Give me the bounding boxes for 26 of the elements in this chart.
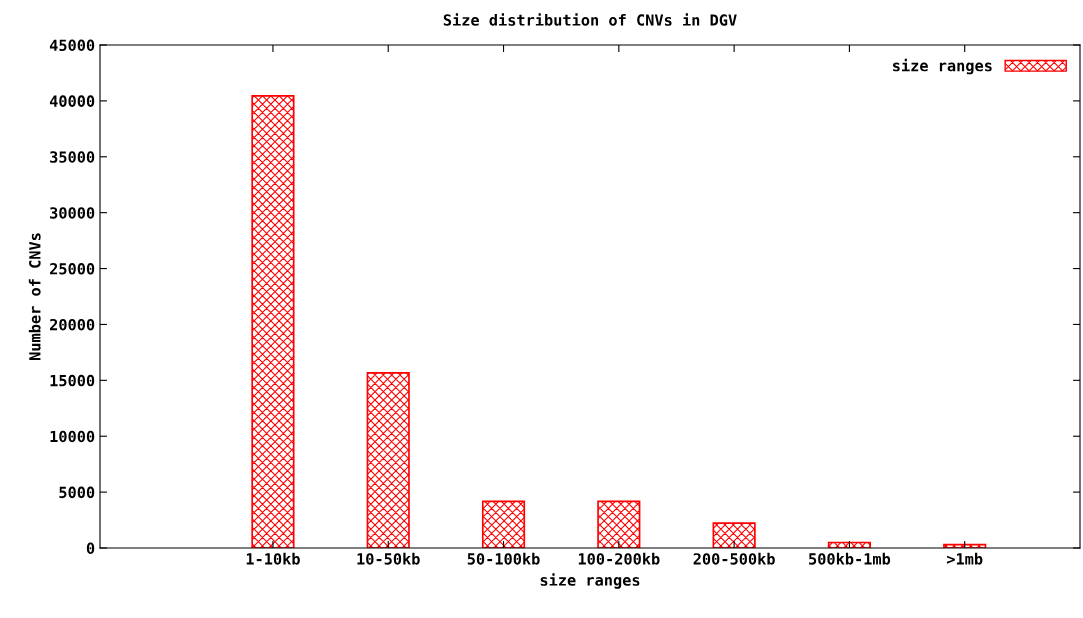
x-tick-label: 50-100kb (467, 552, 540, 565)
x-tick-label: 200-500kb (693, 552, 775, 565)
y-tick-label: 45000 (49, 39, 95, 52)
x-tick-label: >1mb (946, 552, 983, 565)
y-axis-title: Number of CNVs (28, 233, 41, 360)
legend-label: size ranges (893, 58, 992, 75)
x-tick-label: 100-200kb (578, 552, 660, 565)
bar (366, 372, 410, 548)
x-tick-label: 10-50kb (357, 552, 420, 565)
y-tick-label: 35000 (50, 151, 95, 163)
y-tick-label: 5000 (59, 486, 95, 499)
y-tick-label: 15000 (50, 374, 95, 387)
x-axis-title: size ranges (540, 573, 640, 589)
y-tick-label: 10000 (50, 430, 95, 443)
bar (712, 522, 756, 548)
bar (251, 95, 295, 548)
y-tick-label: 20000 (50, 318, 95, 331)
chart-title: Size distribution of CNVs in DGV (443, 13, 737, 26)
y-tick-label: 40000 (49, 95, 95, 107)
bar (597, 500, 641, 548)
x-tick-label: 1-10kb (246, 552, 300, 565)
y-tick-label: 25000 (50, 263, 95, 275)
bar (481, 500, 526, 548)
y-tick-label: 0 (86, 542, 95, 555)
y-tick-label: 30000 (50, 207, 95, 219)
x-tick-label: 500kb-1mb (809, 552, 891, 565)
